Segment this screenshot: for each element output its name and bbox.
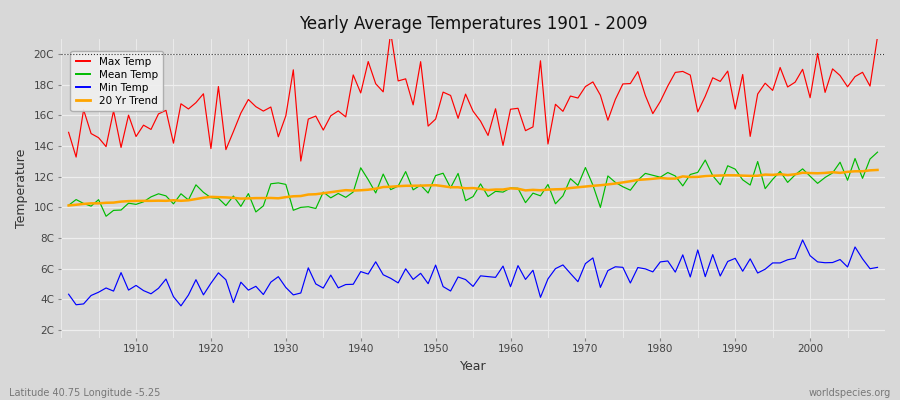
- Text: worldspecies.org: worldspecies.org: [809, 388, 891, 398]
- Y-axis label: Temperature: Temperature: [15, 148, 28, 228]
- Title: Yearly Average Temperatures 1901 - 2009: Yearly Average Temperatures 1901 - 2009: [299, 15, 647, 33]
- Legend: Max Temp, Mean Temp, Min Temp, 20 Yr Trend: Max Temp, Mean Temp, Min Temp, 20 Yr Tre…: [70, 52, 163, 111]
- X-axis label: Year: Year: [460, 360, 486, 373]
- Text: Latitude 40.75 Longitude -5.25: Latitude 40.75 Longitude -5.25: [9, 388, 160, 398]
